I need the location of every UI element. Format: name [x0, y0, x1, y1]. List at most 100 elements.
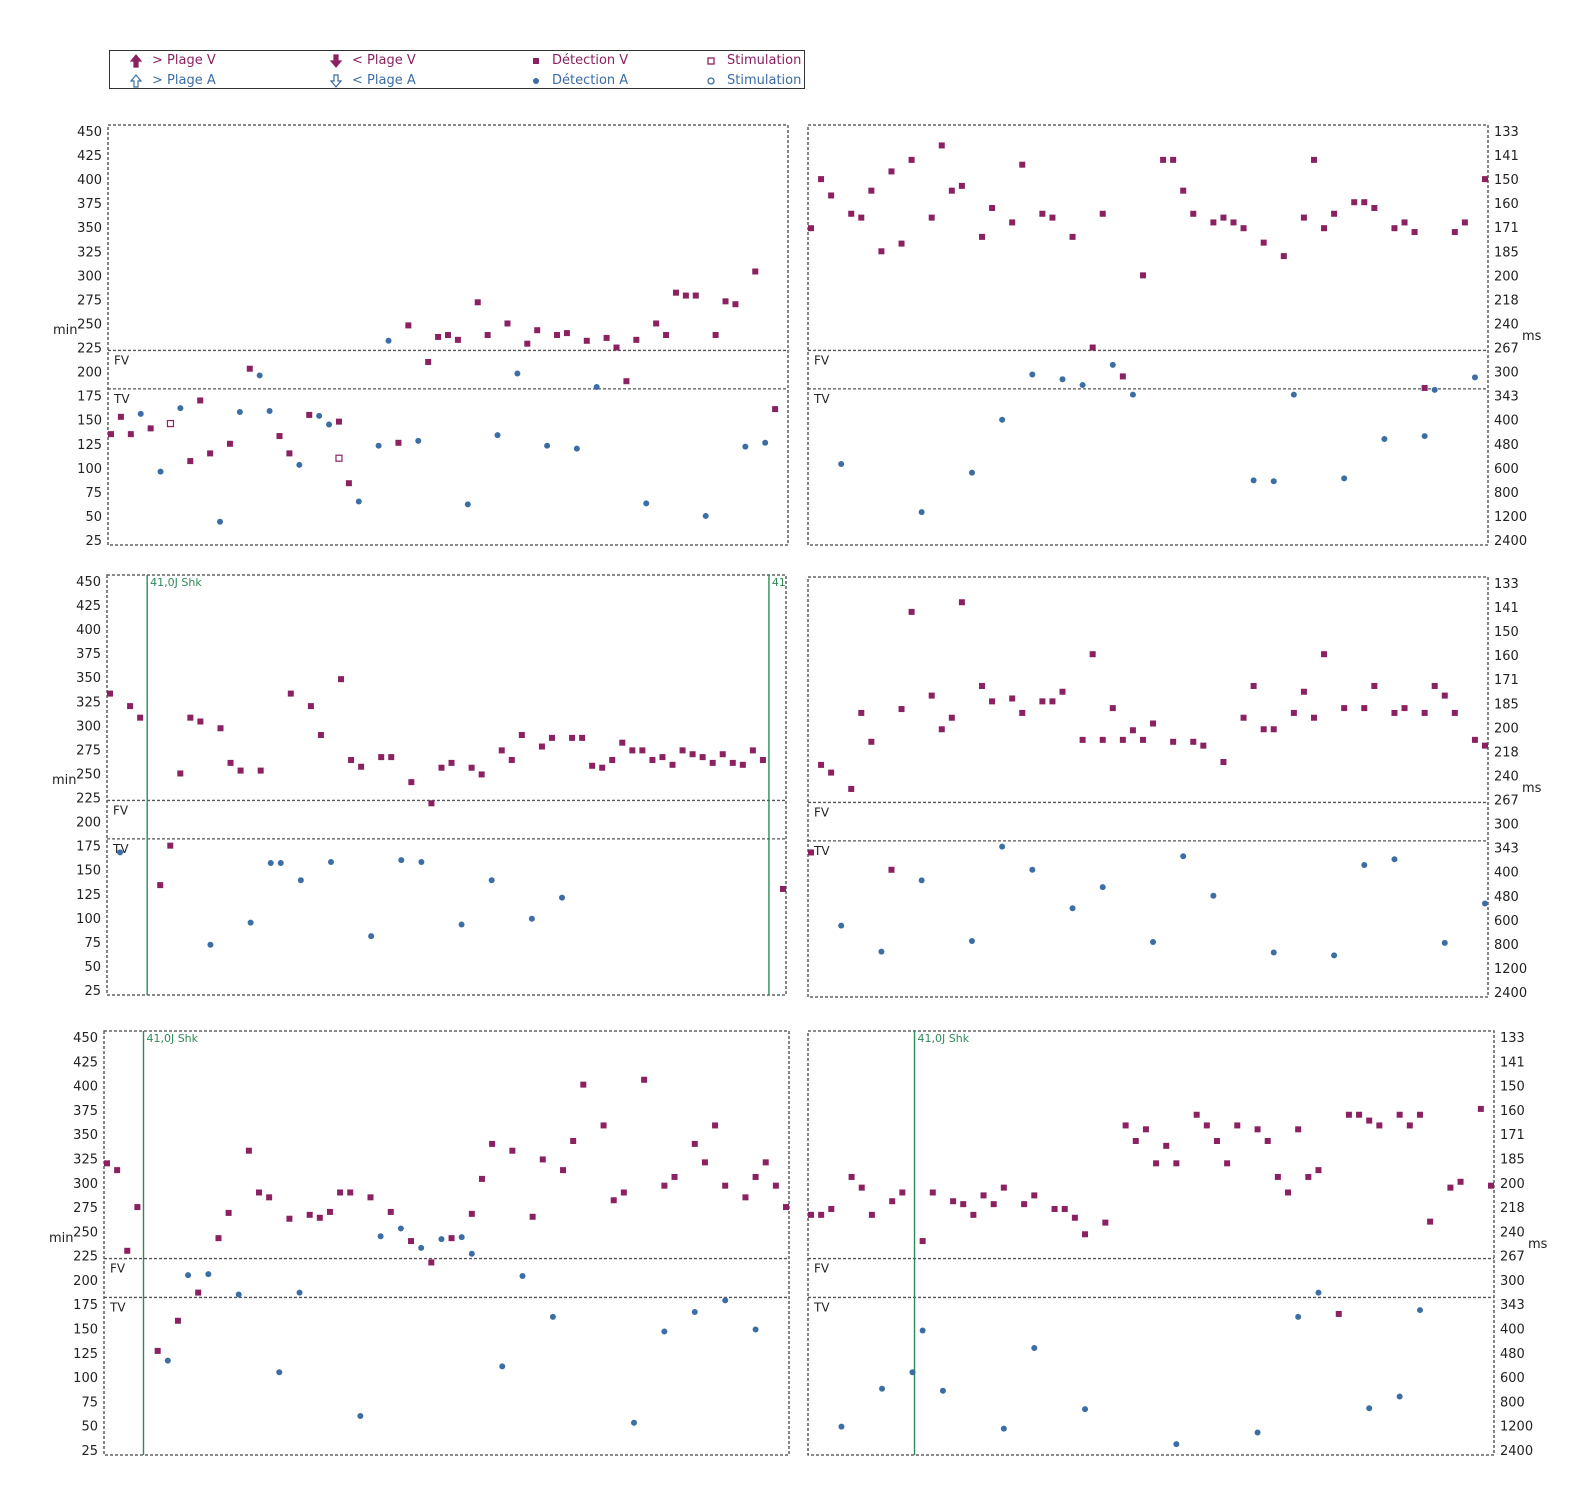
tick-label: 400 — [1494, 414, 1519, 429]
tick-label: 343 — [1494, 842, 1519, 857]
detection-v-point — [679, 747, 686, 754]
panel-frame — [107, 124, 789, 546]
arrow-up-filled-icon — [128, 53, 144, 68]
detection-v-point — [1200, 742, 1207, 749]
detection-a-point — [256, 372, 263, 379]
panel-top-right: 133 141 150 160 171 185 200 218 240 267 300 343 400 4… — [807, 124, 1542, 549]
detection-v-point — [989, 698, 996, 705]
detection-v-point — [563, 330, 570, 337]
tick-label: 175 — [73, 1298, 98, 1313]
detection-v-point — [484, 332, 491, 339]
legend-label: Stimulation A — [727, 73, 804, 88]
detection-a-point — [878, 948, 885, 955]
panel-frame — [106, 574, 787, 996]
detection-a-point — [368, 933, 375, 940]
detection-a-point — [1029, 371, 1036, 378]
detection-v-point — [266, 1194, 273, 1201]
detection-v-point — [1274, 1173, 1281, 1180]
tick-label: 480 — [1494, 890, 1519, 905]
detection-a-point — [544, 442, 551, 449]
tick-label: 100 — [77, 462, 102, 477]
zone-label: FV — [814, 353, 830, 367]
detection-v-point — [1361, 199, 1368, 206]
legend-item-lt_a: < Plage A — [328, 73, 416, 88]
tick-label: 150 — [77, 414, 102, 429]
detection-a-point — [1099, 884, 1106, 891]
detection-v-point — [1371, 204, 1378, 211]
arrow-down-filled-icon — [328, 53, 344, 68]
detection-v-point — [661, 1182, 668, 1189]
tick-label: 125 — [73, 1347, 98, 1362]
detection-v-point — [1102, 1219, 1109, 1226]
tick-label: 141 — [1494, 601, 1519, 616]
shock-label: 41, — [772, 576, 790, 589]
detection-v-point — [659, 754, 666, 761]
detection-v-point — [1061, 1206, 1068, 1213]
tick-label: 800 — [1500, 1395, 1525, 1410]
detection-v-point — [818, 761, 825, 768]
detection-v-point — [928, 214, 935, 221]
tick-label: 2400 — [1494, 986, 1527, 1001]
tick-label: 200 — [77, 366, 102, 381]
detection-a-point — [277, 859, 284, 866]
detection-v-point — [722, 1182, 729, 1189]
tick-label: 325 — [73, 1152, 98, 1167]
detection-v-point — [316, 1214, 323, 1221]
tick-label: 600 — [1500, 1371, 1525, 1386]
legend-item-gt_v: > Plage V — [128, 53, 216, 68]
detection-v-point — [1482, 176, 1488, 183]
detection-a-point — [418, 1244, 425, 1251]
detection-v-point — [938, 726, 945, 733]
tick-label: 50 — [84, 960, 101, 975]
detection-v-point — [579, 734, 586, 741]
detection-v-point — [405, 322, 412, 329]
detection-v-point — [1471, 736, 1478, 743]
detection-a-point — [1210, 892, 1217, 899]
detection-v-point — [610, 1197, 617, 1204]
detection-a-point — [1270, 478, 1277, 485]
detection-a-point — [691, 1309, 698, 1316]
tick-label: 100 — [76, 912, 101, 927]
tick-label: 800 — [1494, 938, 1519, 953]
detection-a-point — [377, 1233, 384, 1240]
tick-label: 350 — [76, 671, 101, 686]
zone-label: TV — [112, 842, 129, 856]
tick-label: 150 — [76, 864, 101, 879]
detection-v-point — [672, 289, 679, 296]
zone-label: FV — [814, 805, 830, 819]
tick-label: 25 — [85, 534, 102, 549]
detection-a-point — [1150, 938, 1157, 945]
tick-label: 400 — [73, 1080, 98, 1095]
detection-v-point — [378, 754, 385, 761]
detection-a-point — [499, 1363, 506, 1370]
detection-v-point — [367, 1194, 374, 1201]
detection-a-point — [1180, 853, 1187, 860]
panel-frame — [807, 124, 1489, 546]
detection-v-point — [395, 439, 402, 446]
detection-a-point — [1471, 374, 1478, 381]
detection-v-point — [1371, 682, 1378, 689]
detection-a-point — [357, 1412, 364, 1419]
detection-a-point — [593, 383, 600, 390]
detection-v-point — [428, 800, 435, 807]
detection-v-point — [468, 764, 475, 771]
detection-v-point — [701, 1159, 708, 1166]
tick-label: 400 — [1500, 1323, 1525, 1338]
detection-a-point — [643, 500, 650, 507]
detection-v-point — [808, 849, 814, 856]
detection-a-point — [1295, 1313, 1302, 1320]
detection-v-point — [828, 1206, 835, 1213]
detection-v-point — [742, 1194, 749, 1201]
detection-v-point — [348, 756, 355, 763]
detection-v-point — [1049, 214, 1056, 221]
detection-v-point — [554, 332, 561, 339]
shock-label: 41,0J Shk — [150, 576, 202, 589]
detection-v-point — [808, 225, 814, 232]
tick-label: 218 — [1500, 1201, 1525, 1216]
legend: > Plage V < Plage V Détection V Stimulation… — [109, 50, 805, 89]
detection-a-point — [838, 1423, 845, 1430]
detection-v-point — [948, 187, 955, 194]
detection-a-point — [1431, 386, 1438, 393]
legend-label: Stimulation V — [727, 53, 804, 68]
detection-v-point — [1451, 709, 1458, 716]
